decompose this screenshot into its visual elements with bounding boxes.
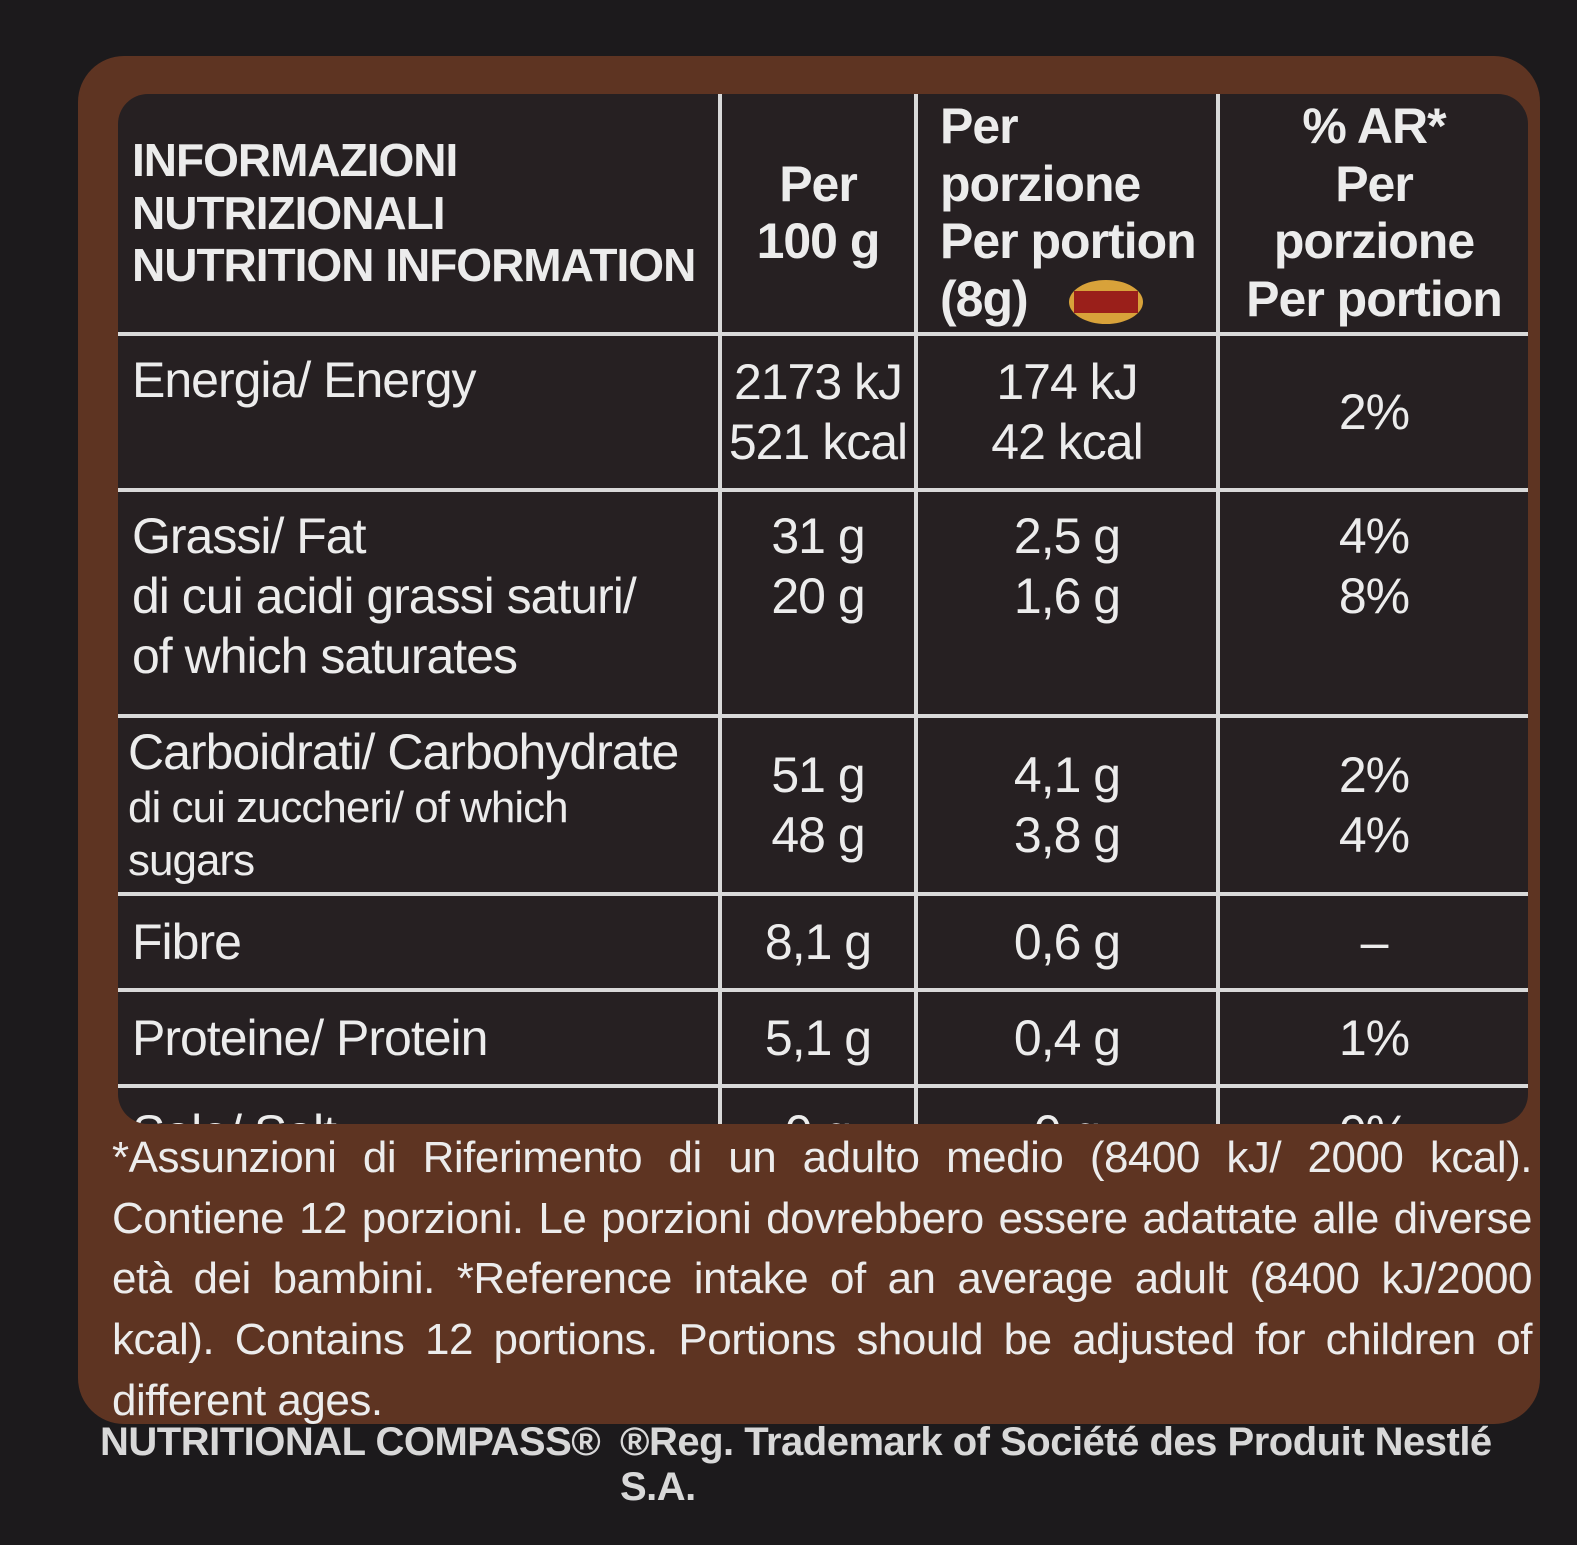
header-ar-per-portion: % AR* Per porzione Per portion bbox=[1216, 94, 1528, 336]
table-row-fat: Grassi/ Fat di cui acidi grassi saturi/ … bbox=[118, 488, 1528, 718]
chocolate-portion-icon bbox=[1068, 280, 1143, 325]
reference-intake-footnote: *Assunzioni di Riferimento di un adulto … bbox=[112, 1133, 1533, 1425]
header-per-portion-line: Per portion bbox=[940, 213, 1197, 269]
header-ar-line: Per portion bbox=[1246, 270, 1503, 327]
energy-per-100g: 2173 kJ 521 kcal bbox=[718, 332, 918, 492]
energy-per-portion-line: 174 kJ bbox=[996, 354, 1138, 410]
fat-per-100g: 31 g 20 g bbox=[718, 488, 918, 718]
nutritional-compass-text: NUTRITIONAL COMPASS® bbox=[100, 1420, 601, 1464]
fat-ar-line: 4% bbox=[1338, 508, 1410, 564]
salt-per-100g: 0 g bbox=[718, 1083, 918, 1124]
protein-label: Proteine/ Protein bbox=[118, 987, 722, 1088]
protein-ar: 1% bbox=[1216, 987, 1528, 1088]
header-ar-line: % AR* bbox=[1302, 98, 1446, 154]
portion-size-text: (8g) bbox=[940, 270, 1029, 327]
header-label-line: NUTRITION INFORMATION bbox=[132, 239, 696, 292]
table-header-row: INFORMAZIONI NUTRIZIONALI NUTRITION INFO… bbox=[118, 94, 1528, 336]
salt-ar: 0% bbox=[1216, 1083, 1528, 1124]
header-per-portion-line: (8g) bbox=[940, 271, 1202, 329]
nutrition-table-wrapper: INFORMAZIONI NUTRIZIONALI NUTRITION INFO… bbox=[118, 94, 1528, 1124]
table-row-protein: Proteine/ Protein 5,1 g 0,4 g 1% bbox=[118, 987, 1528, 1088]
carbohydrate-per-portion-line: 3,8 g bbox=[1013, 806, 1121, 863]
energy-ar: 2% bbox=[1216, 332, 1528, 492]
carbohydrate-ar-line: 2% bbox=[1338, 746, 1410, 803]
fat-label-line: of which saturates bbox=[132, 628, 518, 684]
fat-ar-line: 8% bbox=[1338, 568, 1410, 624]
energy-label-line: Energia/ Energy bbox=[132, 352, 477, 408]
table-row-carbohydrate: Carboidrati/ Carbohydrate di cui zuccher… bbox=[118, 714, 1528, 896]
fat-per-portion: 2,5 g 1,6 g bbox=[914, 488, 1220, 718]
protein-per-portion: 0,4 g bbox=[914, 987, 1220, 1088]
header-per-100g-line: Per bbox=[779, 155, 858, 212]
fibre-label: Fibre bbox=[118, 891, 722, 992]
carbohydrate-per-100g-line: 48 g bbox=[771, 806, 865, 863]
protein-per-100g: 5,1 g bbox=[718, 987, 918, 1088]
fat-per-portion-line: 2,5 g bbox=[1013, 508, 1121, 564]
table-row-fibre: Fibre 8,1 g 0,6 g – bbox=[118, 891, 1528, 992]
table-row-energy: Energia/ Energy 2173 kJ 521 kcal 174 kJ … bbox=[118, 332, 1528, 492]
carbohydrate-per-portion-line: 4,1 g bbox=[1013, 746, 1121, 803]
fat-per-100g-line: 20 g bbox=[771, 568, 865, 624]
energy-per-100g-line: 521 kcal bbox=[728, 414, 908, 470]
carbohydrate-per-100g: 51 g 48 g bbox=[718, 714, 918, 896]
bottom-line: NUTRITIONAL COMPASS® ®Reg. Trademark of … bbox=[100, 1420, 1540, 1509]
header-per-100g: Per 100 g bbox=[718, 94, 918, 336]
trademark-text: ®Reg. Trademark of Société des Produit N… bbox=[620, 1420, 1492, 1509]
carbohydrate-per-100g-line: 51 g bbox=[771, 746, 865, 803]
header-label-cell: INFORMAZIONI NUTRIZIONALI NUTRITION INFO… bbox=[118, 94, 722, 336]
energy-per-100g-line: 2173 kJ bbox=[733, 354, 903, 410]
fibre-per-100g: 8,1 g bbox=[718, 891, 918, 992]
carbohydrate-label-line: di cui zuccheri/ of which sugars bbox=[128, 783, 569, 885]
table-row-salt: Sale/ Salt 0 g 0 g 0% bbox=[118, 1083, 1528, 1124]
header-ar-line: Per porzione bbox=[1273, 155, 1475, 270]
header-per-portion: Per porzione Per portion (8g) bbox=[914, 94, 1220, 336]
fat-label-line: Grassi/ Fat bbox=[132, 508, 366, 564]
carbohydrate-label: Carboidrati/ Carbohydrate di cui zuccher… bbox=[118, 714, 722, 896]
energy-per-portion: 174 kJ 42 kcal bbox=[914, 332, 1220, 492]
fat-per-100g-line: 31 g bbox=[771, 508, 865, 564]
salt-label: Sale/ Salt bbox=[118, 1083, 722, 1124]
header-label-line: NUTRIZIONALI bbox=[132, 186, 446, 239]
carbohydrate-ar: 2% 4% bbox=[1216, 714, 1528, 896]
carbohydrate-label-line: Carboidrati/ Carbohydrate bbox=[128, 724, 679, 780]
fibre-ar: – bbox=[1216, 891, 1528, 992]
header-label-line: INFORMAZIONI bbox=[132, 133, 458, 186]
energy-per-portion-line: 42 kcal bbox=[991, 414, 1143, 470]
fat-label: Grassi/ Fat di cui acidi grassi saturi/ … bbox=[118, 488, 722, 718]
fat-per-portion-line: 1,6 g bbox=[1013, 568, 1121, 624]
fibre-per-portion: 0,6 g bbox=[914, 891, 1220, 992]
fat-label-line: di cui acidi grassi saturi/ bbox=[132, 568, 637, 624]
nutrition-table: INFORMAZIONI NUTRIZIONALI NUTRITION INFO… bbox=[118, 94, 1528, 1124]
header-per-100g-line: 100 g bbox=[756, 213, 881, 269]
carbohydrate-ar-line: 4% bbox=[1338, 806, 1410, 863]
header-per-portion-line: Per porzione bbox=[940, 98, 1141, 212]
energy-ar-line: 2% bbox=[1338, 384, 1410, 440]
fat-ar: 4% 8% bbox=[1216, 488, 1528, 718]
salt-per-portion: 0 g bbox=[914, 1083, 1220, 1124]
energy-label: Energia/ Energy bbox=[118, 332, 722, 492]
carbohydrate-per-portion: 4,1 g 3,8 g bbox=[914, 714, 1220, 896]
